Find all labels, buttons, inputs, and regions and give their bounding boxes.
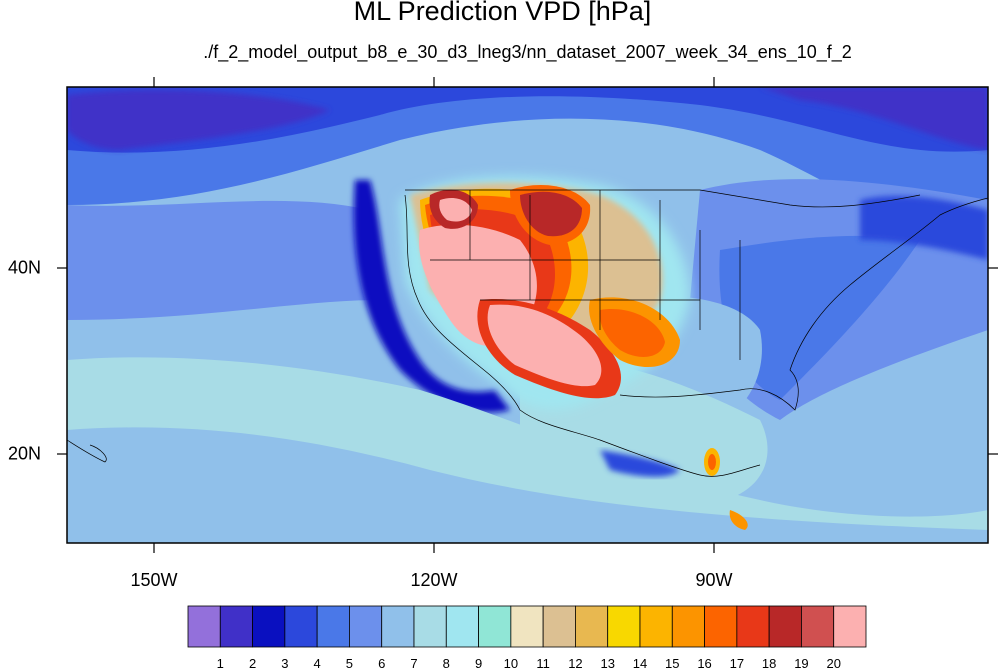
colorbar-label: 6	[378, 656, 386, 671]
coastlines	[67, 189, 988, 477]
colorbar-swatch	[478, 605, 512, 648]
colorbar-swatch	[510, 605, 544, 648]
colorbar-label: 4	[313, 656, 321, 671]
colorbar-swatch	[639, 605, 673, 648]
colorbar-label: 9	[474, 656, 483, 671]
colorbar-label: 1	[216, 656, 224, 671]
colorbar-label: 11	[536, 656, 550, 671]
colorbar-label: 13	[600, 656, 615, 671]
colorbar-swatch	[349, 605, 383, 648]
colorbar-swatch	[284, 605, 318, 648]
lat-label-40n: 40N	[8, 257, 42, 278]
map-title: ML Prediction VPD [hPa]	[353, 0, 652, 26]
colorbar-swatch	[768, 605, 802, 648]
colorbar-label: 14	[632, 656, 648, 671]
colorbar-swatch	[252, 605, 286, 648]
colorbar-swatch	[187, 605, 221, 648]
colorbar-label: 5	[345, 656, 354, 671]
colorbar-label: 10	[503, 656, 519, 671]
colorbar-label: 2	[248, 656, 257, 671]
lon-label-90w: 90W	[695, 570, 733, 590]
colorbar-label: 8	[442, 656, 450, 671]
axis-ticks	[57, 77, 998, 553]
colorbar-swatch	[575, 605, 609, 648]
colorbar-swatch	[316, 605, 350, 648]
colorbar-swatch	[542, 605, 576, 648]
colorbar-label: 19	[794, 656, 809, 671]
vpd-field	[67, 87, 988, 543]
colorbar-swatch	[704, 605, 738, 648]
colorbar-label: 15	[665, 656, 680, 671]
colorbar-swatch	[445, 605, 479, 648]
colorbar-label: 16	[697, 656, 712, 671]
colorbar-swatch	[801, 605, 835, 648]
colorbar-label: 7	[410, 656, 418, 671]
colorbar-swatch	[219, 605, 253, 648]
colorbar-label: 18	[761, 656, 777, 671]
lon-label-150w: 150W	[130, 570, 178, 590]
colorbar-label: 3	[281, 656, 289, 671]
colorbar-swatch	[833, 605, 867, 648]
lon-label-120w: 120W	[410, 570, 458, 590]
lat-label-20n: 20N	[8, 443, 42, 464]
colorbar-swatch	[736, 605, 770, 648]
colorbar-label: 20	[826, 656, 841, 671]
colorbar-swatch	[607, 605, 641, 648]
colorbar-label: 17	[729, 656, 745, 671]
colorbar-swatch	[413, 605, 447, 648]
colorbar-swatch	[671, 605, 705, 648]
colorbar-label: 12	[568, 656, 583, 671]
map-subtitle: ./f_2_model_output_b8_e_30_d3_lneg3/nn_d…	[203, 42, 852, 62]
colorbar-swatch	[381, 605, 415, 648]
